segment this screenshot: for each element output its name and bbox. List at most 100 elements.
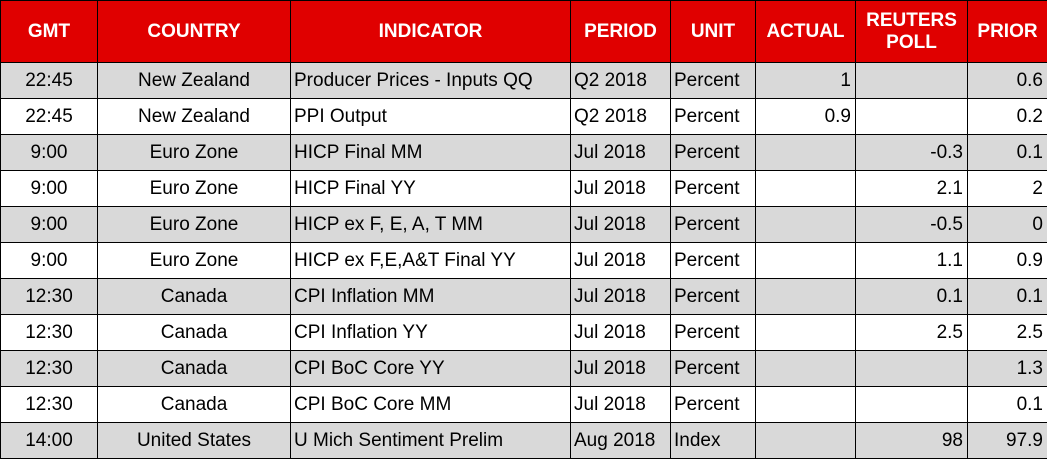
table-cell: 1.3 [967,350,1047,387]
table-cell [855,386,968,423]
table-cell: 12:30 [0,386,98,423]
table-cell: HICP Final MM [290,134,571,171]
table-cell: 0.1 [967,278,1047,315]
table-cell: Jul 2018 [570,134,671,171]
table-cell: PPI Output [290,98,571,135]
column-header: INDICATOR [290,0,571,63]
table-cell: Index [670,422,756,459]
table-row: 9:00 Euro Zone HICP ex F,E,A&T Final YY Jul… [0,242,1047,279]
table-cell: 0.6 [967,62,1047,99]
table-cell: 14:00 [0,422,98,459]
table-row: 22:45 New Zealand PPI Output Q2 2018 Percent… [0,98,1047,135]
table-cell: 0.9 [967,242,1047,279]
table-cell: Jul 2018 [570,386,671,423]
table-cell [755,278,856,315]
table-cell: Canada [97,278,291,315]
table-cell: Percent [670,170,756,207]
table-cell: HICP Final YY [290,170,571,207]
table-cell [755,422,856,459]
table-cell [755,386,856,423]
table-row: 12:30 Canada CPI BoC Core YY Jul 2018 Percen… [0,350,1047,387]
table-cell: -0.5 [855,206,968,243]
table-row: 12:30 Canada CPI Inflation MM Jul 2018 Perce… [0,278,1047,315]
table-cell: 97.9 [967,422,1047,459]
column-header: GMT [0,0,98,63]
table-cell [755,242,856,279]
table-cell: Aug 2018 [570,422,671,459]
table-cell: 9:00 [0,206,98,243]
table-cell: CPI Inflation MM [290,278,571,315]
table-cell: -0.3 [855,134,968,171]
table-cell: Percent [670,350,756,387]
table-cell: Percent [670,98,756,135]
column-header: UNIT [670,0,756,63]
header-row: GMT COUNTRY INDICATOR PERIOD UNIT ACTUAL REUTE… [0,0,1047,63]
table-cell: 9:00 [0,170,98,207]
table-row: 9:00 Euro Zone HICP Final MM Jul 2018 Percen… [0,134,1047,171]
column-header: COUNTRY [97,0,291,63]
table-cell: 2.5 [855,314,968,351]
table-cell: 2.1 [855,170,968,207]
table-cell: 0.9 [755,98,856,135]
table-cell: Euro Zone [97,206,291,243]
table-cell [755,206,856,243]
table-row: 9:00 Euro Zone HICP ex F, E, A, T MM Jul 20… [0,206,1047,243]
table-cell: 22:45 [0,62,98,99]
table-cell: United States [97,422,291,459]
column-header: PRIOR [967,0,1047,63]
table-cell: Percent [670,242,756,279]
table-row: 22:45 New Zealand Producer Prices - Inputs… [0,62,1047,99]
table-cell: Canada [97,314,291,351]
column-header: REUTERS POLL [855,0,968,63]
table-cell: Percent [670,314,756,351]
table-cell: U Mich Sentiment Prelim [290,422,571,459]
table-cell: Percent [670,134,756,171]
table-cell: 1 [755,62,856,99]
table-row: 12:30 Canada CPI Inflation YY Jul 2018 Perce… [0,314,1047,351]
table-cell: Percent [670,386,756,423]
table-cell: Jul 2018 [570,278,671,315]
table-cell: CPI BoC Core MM [290,386,571,423]
table-cell: 12:30 [0,350,98,387]
table-cell: 0.1 [967,134,1047,171]
table-cell [855,98,968,135]
column-header: PERIOD [570,0,671,63]
table-cell: Jul 2018 [570,170,671,207]
table-cell: CPI BoC Core YY [290,350,571,387]
table-cell: Q2 2018 [570,98,671,135]
table-cell: Percent [670,206,756,243]
table-cell: 9:00 [0,134,98,171]
table-cell: Jul 2018 [570,206,671,243]
table-cell: Euro Zone [97,242,291,279]
table-cell: Q2 2018 [570,62,671,99]
table-cell: HICP ex F, E, A, T MM [290,206,571,243]
table-cell [855,350,968,387]
table-cell: HICP ex F,E,A&T Final YY [290,242,571,279]
table-cell: 9:00 [0,242,98,279]
table-row: 12:30 Canada CPI BoC Core MM Jul 2018 Percen… [0,386,1047,423]
table-cell: 0.1 [967,386,1047,423]
table-cell: Jul 2018 [570,314,671,351]
table-cell: 22:45 [0,98,98,135]
table-cell: 0 [967,206,1047,243]
table-cell: Percent [670,278,756,315]
table-cell: Jul 2018 [570,350,671,387]
table-body: 22:45 New Zealand Producer Prices - Inputs… [0,62,1047,459]
table-cell: 98 [855,422,968,459]
column-header: ACTUAL [755,0,856,63]
table-row: 9:00 Euro Zone HICP Final YY Jul 2018 Percen… [0,170,1047,207]
table-cell: 0.2 [967,98,1047,135]
table-cell: 0.1 [855,278,968,315]
calendar-table: GMT COUNTRY INDICATOR PERIOD UNIT ACTUAL REUTE… [0,0,1047,459]
table-cell: New Zealand [97,98,291,135]
table-cell [755,350,856,387]
table-cell [755,170,856,207]
table-cell: New Zealand [97,62,291,99]
table-cell: CPI Inflation YY [290,314,571,351]
table-cell: 1.1 [855,242,968,279]
table-cell: Euro Zone [97,170,291,207]
table-row: 14:00 United States U Mich Sentiment Preli… [0,422,1047,459]
table-cell [855,62,968,99]
table-cell: Euro Zone [97,134,291,171]
